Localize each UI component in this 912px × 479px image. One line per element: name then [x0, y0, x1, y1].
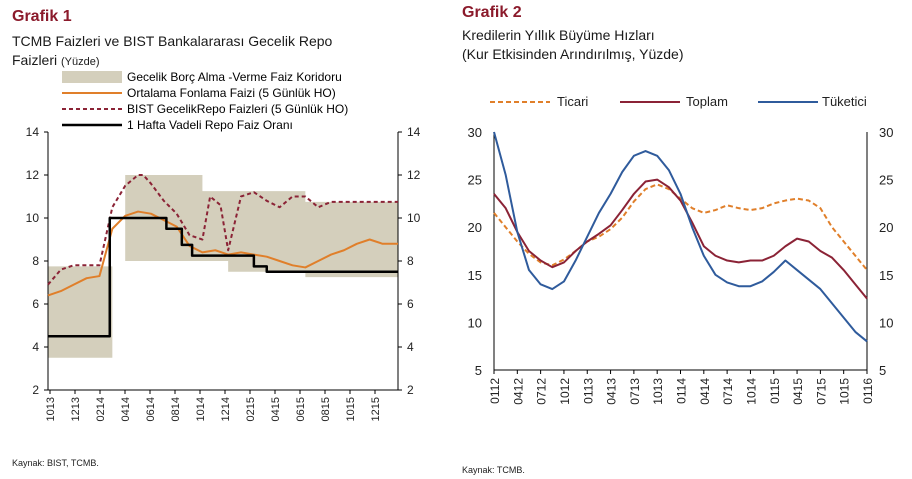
c1-ytick-label-left: 4 [32, 340, 39, 354]
c1-legend-label: 1 Hafta Vadeli Repo Faiz Oranı [127, 118, 293, 132]
c2-legend-label-ticari: Ticari [557, 94, 588, 109]
c2-ytick-label-right: 15 [879, 268, 893, 283]
series-tuketici [493, 131, 868, 343]
c1-ytick-label-right: 6 [407, 297, 414, 311]
c2-xtick-label: 0112 [488, 378, 502, 404]
c1-ytick-label-right: 12 [407, 168, 421, 182]
series-1-hafta-repo [48, 216, 398, 338]
c1-xtick-label: 0814 [170, 397, 182, 421]
c2-ytick-label-left: 10 [468, 315, 482, 330]
c1-ytick-label-right: 14 [407, 125, 421, 139]
c1-xtick-label: 1214 [220, 397, 232, 421]
series-ortalama-fonlama [47, 210, 398, 297]
c2-xtick-label: 0114 [675, 378, 689, 404]
c2-xtick-label: 0414 [698, 378, 712, 405]
c1-xtick-label: 0415 [270, 397, 282, 421]
c2-ytick-label-left: 20 [468, 220, 482, 235]
c1-xtick-label: 0614 [145, 397, 157, 421]
c1-xtick-label: 1215 [370, 397, 382, 421]
c2-ytick-label-right: 20 [879, 220, 893, 235]
c2-ytick-label-left: 15 [468, 268, 482, 283]
c2-ytick-label-left: 5 [475, 363, 482, 378]
chart1-heading: Grafik 1 [12, 8, 72, 25]
c2-xtick-label: 0712 [535, 378, 549, 405]
c2-ytick-label-right: 25 [879, 173, 893, 188]
c1-xtick-label: 0214 [95, 397, 107, 421]
corridor-band [48, 175, 398, 358]
c2-xtick-label: 0116 [861, 378, 875, 404]
c1-xtick-label: 1013 [45, 397, 57, 421]
c2-xtick-label: 0715 [814, 378, 828, 405]
c2-xtick-label: 1015 [838, 378, 852, 405]
c2-xtick-label: 1014 [744, 378, 758, 405]
chart1-subtitle: TCMB Faizleri ve BIST Bankalararası Gece… [12, 32, 332, 72]
c2-xtick-label: 0714 [721, 378, 735, 405]
chart2-subtitle-line2: (Kur Etkisinden Arındırılmış, Yüzde) [462, 46, 684, 62]
c1-ytick-label-left: 8 [32, 254, 39, 268]
chart1-source: Kaynak: BIST, TCMB. [12, 458, 99, 468]
c1-ytick-label-right: 8 [407, 254, 414, 268]
c1-legend-swatch-corridor [62, 71, 122, 83]
c2-xtick-label: 1013 [651, 378, 665, 405]
c1-xtick-label: 0815 [320, 397, 332, 421]
c2-xtick-label: 0412 [511, 378, 525, 405]
c1-ytick-label-left: 14 [26, 125, 40, 139]
c2-ytick-label-left: 25 [468, 173, 482, 188]
c1-ytick-label-left: 6 [32, 297, 39, 311]
chart1-subtitle-line2-text: Faizleri [12, 52, 58, 68]
c1-ytick-label-right: 4 [407, 340, 414, 354]
c2-ytick-label-left: 30 [468, 125, 482, 140]
series-toplam [493, 178, 868, 300]
c2-ytick-label-right: 10 [879, 315, 893, 330]
c1-xtick-label: 1213 [70, 397, 82, 421]
c1-ytick-label-left: 10 [26, 211, 40, 225]
c2-xtick-label: 0713 [628, 378, 642, 405]
c2-xtick-label: 0413 [605, 378, 619, 405]
chart2-subtitle: Kredilerin Yıllık Büyüme Hızları (Kur Et… [462, 26, 684, 64]
c1-ytick-label-left: 12 [26, 168, 40, 182]
series-ticari [493, 183, 868, 271]
chart1-subtitle-line1: TCMB Faizleri ve BIST Bankalararası Gece… [12, 33, 333, 49]
c1-xtick-label: 1015 [345, 397, 357, 421]
chart1-subtitle-line2: Faizleri (Yüzde) [12, 51, 332, 72]
chart1-unit: (Yüzde) [61, 56, 100, 68]
c1-xtick-label: 0615 [295, 397, 307, 421]
c2-ytick-label-right: 5 [879, 363, 886, 378]
c1-legend-label: Ortalama Fonlama Faizi (5 Günlük HO) [127, 86, 336, 100]
c2-legend-label-tuketici: Tüketici [822, 94, 867, 109]
c1-legend-label: Gecelik Borç Alma -Verme Faiz Koridoru [127, 70, 342, 84]
c2-ytick-label-right: 30 [879, 125, 893, 140]
c1-ytick-label-right: 10 [407, 211, 421, 225]
c1-xtick-label: 1014 [195, 397, 207, 421]
c1-ytick-label-left: 2 [32, 383, 39, 397]
chart2-source: Kaynak: TCMB. [462, 465, 525, 475]
chart2-heading: Grafik 2 [462, 4, 522, 21]
c1-legend-label: BIST GecelikRepo Faizleri (5 Günlük HO) [127, 102, 348, 116]
c1-xtick-label: 0215 [245, 397, 257, 421]
c2-legend-label-toplam: Toplam [686, 94, 728, 109]
c2-xtick-label: 0113 [581, 378, 595, 404]
c2-xtick-label: 0415 [791, 378, 805, 405]
c1-xtick-label: 0414 [120, 397, 132, 421]
c2-xtick-label: 0115 [768, 378, 782, 404]
c2-xtick-label: 1012 [558, 378, 572, 405]
c1-ytick-label-right: 2 [407, 383, 414, 397]
chart2-subtitle-line1: Kredilerin Yıllık Büyüme Hızları [462, 27, 655, 43]
